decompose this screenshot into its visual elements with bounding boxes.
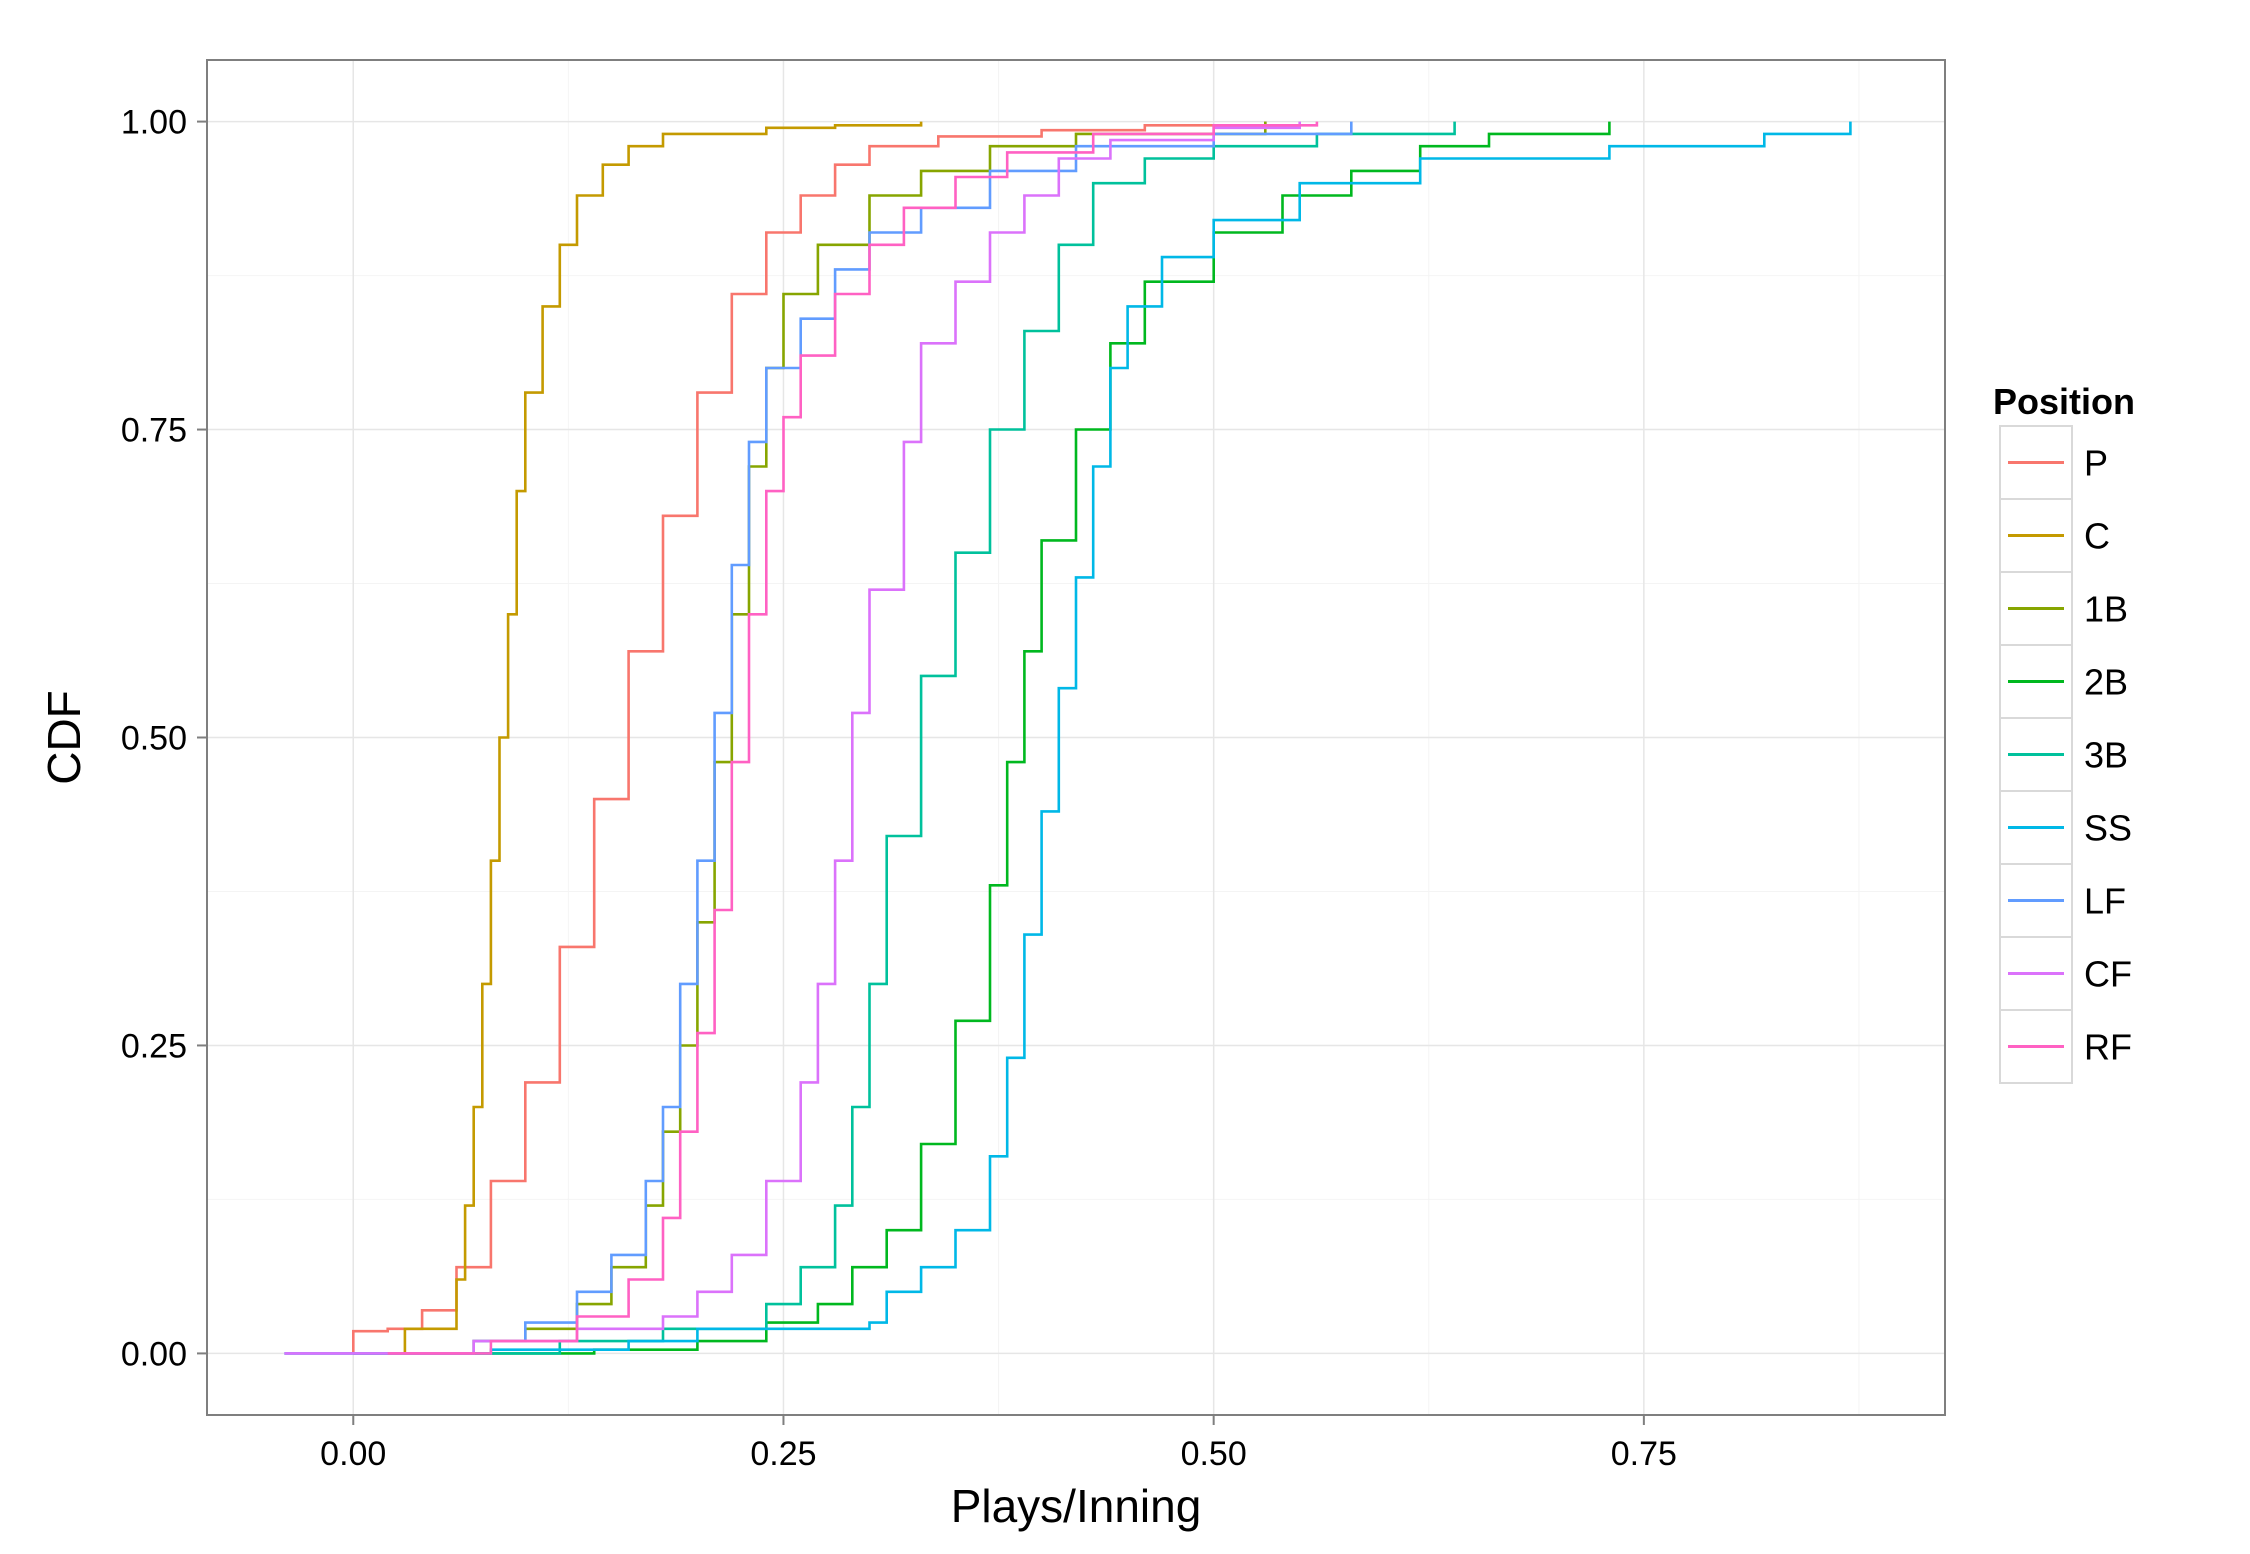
legend-label-3b: 3B xyxy=(2084,735,2128,776)
y-tick-label: 0.25 xyxy=(121,1027,187,1065)
y-tick-label: 0.50 xyxy=(121,720,187,758)
series-line-ss xyxy=(284,121,1852,1355)
series-line-cf xyxy=(284,121,1301,1355)
legend-label-cf: CF xyxy=(2084,954,2132,995)
legend-label-1b: 1B xyxy=(2084,589,2128,630)
legend-items: PC 1B 2B 3B SS LF CF RF xyxy=(1999,425,2132,1084)
y-tick-label: 0.75 xyxy=(121,412,187,450)
y-axis-title: CDF xyxy=(38,690,90,785)
series-line-3b xyxy=(353,121,1456,1355)
x-tick-label: 0.50 xyxy=(1181,1435,1247,1473)
legend-label-2b: 2B xyxy=(2084,662,2128,703)
series-line-lf xyxy=(284,121,1353,1355)
series-line-2b xyxy=(353,121,1611,1355)
legend-label-c: C xyxy=(2084,516,2110,557)
series-line-c xyxy=(353,121,923,1355)
x-axis-title: Plays/Inning xyxy=(951,1480,1202,1532)
legend-label-lf: LF xyxy=(2084,881,2126,922)
x-tick-label: 0.25 xyxy=(750,1435,816,1473)
series-lines xyxy=(284,121,1852,1355)
x-tick-label: 0.00 xyxy=(320,1435,386,1473)
grid-lines xyxy=(207,60,1945,1415)
legend-label-p: P xyxy=(2084,443,2108,484)
legend-title: Position xyxy=(1993,381,2135,422)
y-tick-label: 1.00 xyxy=(121,104,187,142)
legend-label-rf: RF xyxy=(2084,1027,2132,1068)
x-tick-label: 0.75 xyxy=(1611,1435,1677,1473)
legend: Position PC 1B 2B 3B SS LF CF RF xyxy=(1993,381,2135,1084)
legend-label-ss: SS xyxy=(2084,808,2132,849)
y-tick-label: 0.00 xyxy=(121,1335,187,1373)
axes: 0.00 0.25 0.50 0.75 0.00 0.25 0.50 0.75 1.00 xyxy=(121,104,1677,1473)
series-line-rf xyxy=(387,121,1319,1355)
